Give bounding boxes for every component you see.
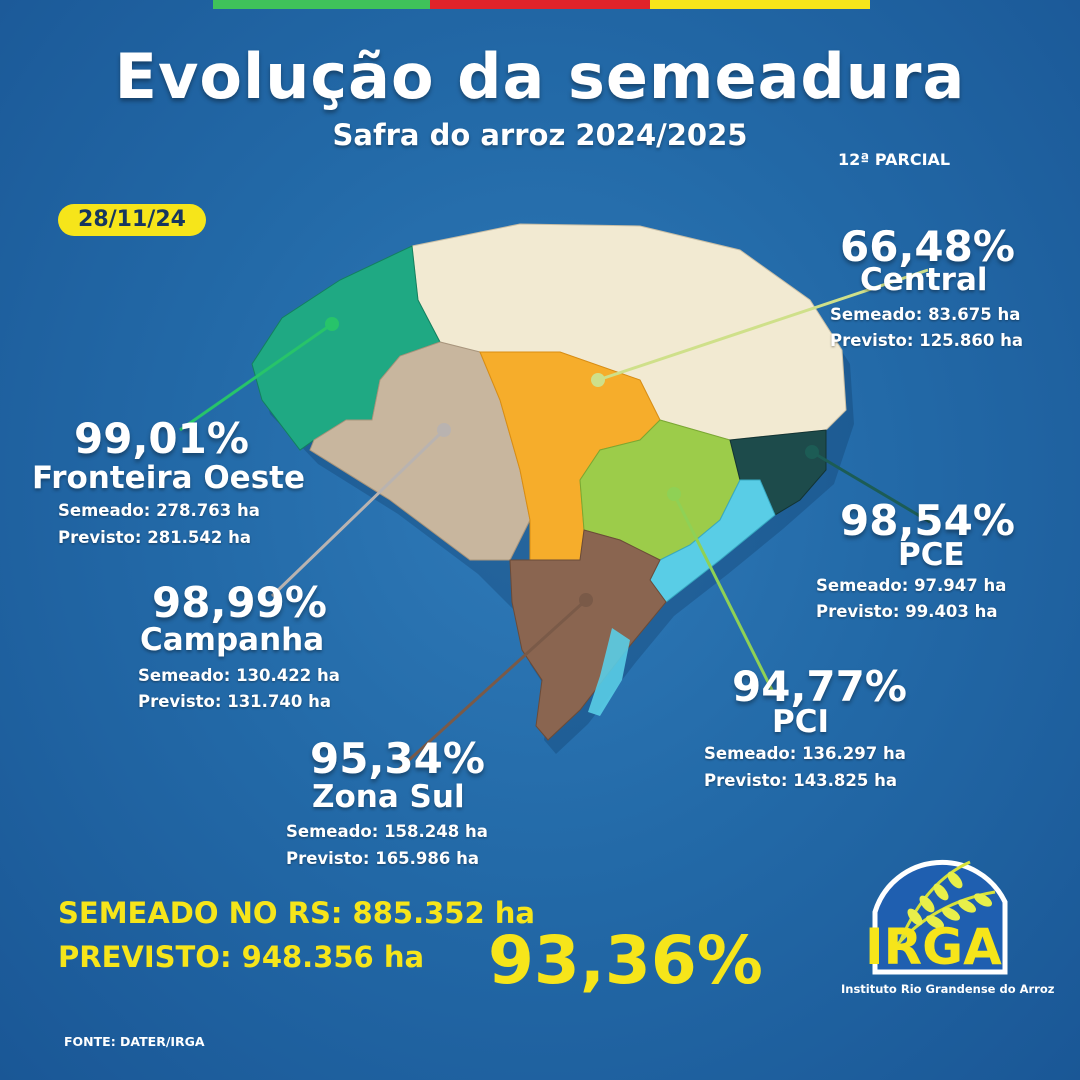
pce-name: PCE — [898, 537, 965, 573]
central-name: Central — [860, 262, 988, 298]
fronteira-oeste-semeado: Semeado: 278.763 ha — [58, 501, 260, 520]
logo-name: IRGA — [865, 918, 1002, 976]
leader-line-pce — [811, 450, 931, 524]
logo-subtitle: Instituto Rio Grandense do Arroz — [841, 982, 1055, 996]
leader-line-fronteira-oeste — [179, 322, 333, 432]
flag-stripe-yellow — [650, 0, 870, 9]
marker-fronteira-oeste — [325, 317, 339, 331]
marker-zona-sul — [579, 593, 593, 607]
leader-line-zona-sul — [396, 598, 588, 772]
fronteira-oeste-percent: 99,01% — [74, 414, 249, 463]
total-percent: 93,36% — [488, 922, 763, 999]
total-semeado: SEMEADO NO RS: 885.352 ha — [58, 896, 535, 930]
campanha-percent: 98,99% — [152, 578, 327, 627]
flag-stripe-green — [213, 0, 430, 9]
campanha-previsto: Previsto: 131.740 ha — [138, 692, 331, 711]
zona-sul-semeado: Semeado: 158.248 ha — [286, 822, 488, 841]
zona-sul-previsto: Previsto: 165.986 ha — [286, 849, 479, 868]
pci-percent: 94,77% — [732, 662, 907, 711]
page-title: Evolução da semeadura — [114, 40, 966, 113]
pce-percent: 98,54% — [840, 496, 1015, 545]
rice-logo-icon — [872, 859, 1008, 975]
pce-previsto: Previsto: 99.403 ha — [816, 602, 998, 621]
central-semeado: Semeado: 83.675 ha — [830, 305, 1021, 324]
page-subtitle: Safra do arroz 2024/2025 — [332, 118, 748, 152]
pce-semeado: Semeado: 97.947 ha — [816, 576, 1007, 595]
leader-line-pci — [672, 493, 774, 691]
zona-sul-name: Zona Sul — [312, 779, 465, 815]
leader-line-central — [597, 268, 929, 382]
lagoon-shape — [588, 628, 630, 716]
date-badge: 28/11/24 — [58, 204, 206, 236]
zona-sul-percent: 95,34% — [310, 734, 485, 783]
fronteira-oeste-previsto: Previsto: 281.542 ha — [58, 528, 251, 547]
pci-previsto: Previsto: 143.825 ha — [704, 771, 897, 790]
total-previsto: PREVISTO: 948.356 ha — [58, 940, 425, 974]
marker-campanha — [437, 423, 451, 437]
leader-line-campanha — [270, 428, 446, 598]
irga-logo: IRGA Instituto Rio Grandense do Arroz — [841, 822, 1054, 1002]
marker-pci — [667, 487, 681, 501]
campanha-name: Campanha — [140, 622, 325, 658]
source-note: FONTE: DATER/IRGA — [64, 1034, 205, 1049]
marker-pce — [805, 445, 819, 459]
central-percent: 66,48% — [840, 222, 1015, 271]
fronteira-oeste-name: Fronteira Oeste — [32, 460, 305, 496]
flag-stripe-red — [430, 0, 650, 9]
parcial-label: 12ª PARCIAL — [838, 150, 951, 169]
marker-central — [591, 373, 605, 387]
campanha-semeado: Semeado: 130.422 ha — [138, 666, 340, 685]
pci-name: PCI — [772, 704, 830, 740]
pci-semeado: Semeado: 136.297 ha — [704, 744, 906, 763]
central-previsto: Previsto: 125.860 ha — [830, 331, 1023, 350]
